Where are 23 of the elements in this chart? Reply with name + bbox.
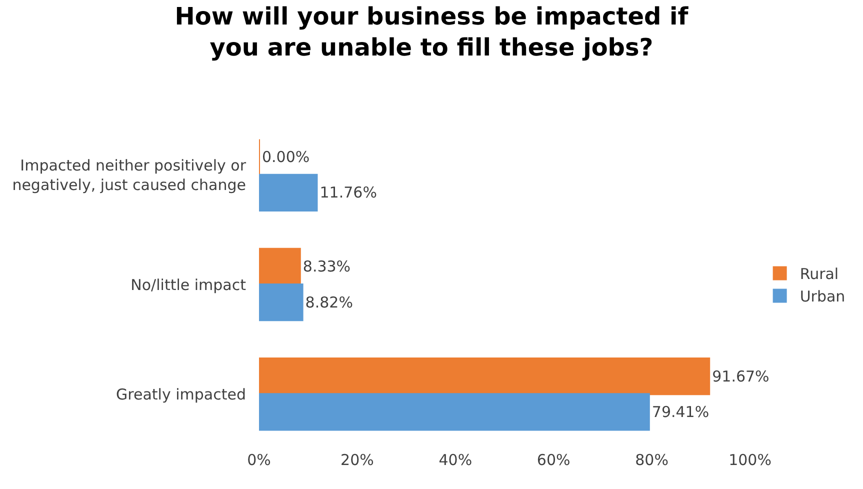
y-tick-label: Impacted neither positively or negatively, just caused change [12,156,247,194]
chart-title: How will your business be impacted if you are unable to fill these jobs? [174,2,689,62]
data-label: 79.41% [652,402,710,421]
x-tick-label: 20% [340,451,374,469]
bar [259,393,650,431]
legend-label: Rural [800,265,839,284]
x-tick-label: 60% [536,451,570,469]
x-tick-label: 0% [247,451,271,469]
legend-label: Urban [800,288,846,306]
data-label: 11.76% [320,184,377,202]
bar [259,358,710,396]
x-tick-label: 80% [635,451,668,469]
data-label: 0.00% [262,148,310,166]
data-label: 8.82% [305,293,353,312]
bar [259,174,318,212]
x-tick-label: 100% [728,451,772,469]
y-tick-label: No/little impact [130,276,246,294]
bar [259,248,301,286]
data-label: 8.33% [302,258,351,276]
x-tick-label: 40% [438,451,472,469]
bar [259,284,304,322]
data-label: 91.67% [712,367,770,386]
y-tick-label: Greatly impacted [116,385,246,404]
